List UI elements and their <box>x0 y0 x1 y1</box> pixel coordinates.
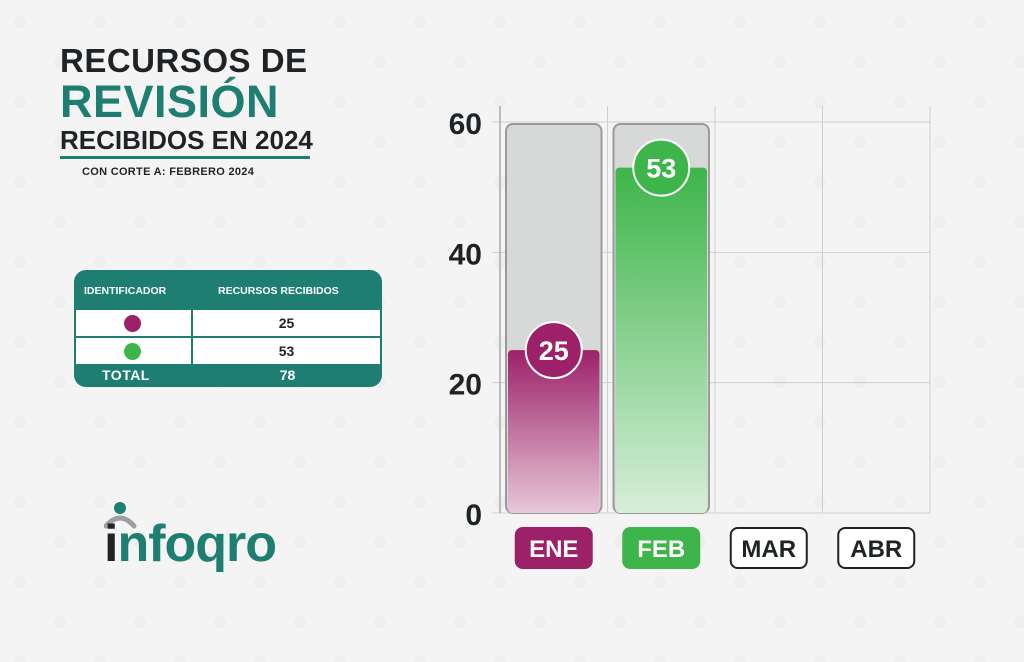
data-label: 25 <box>539 336 569 366</box>
identifier-dot-magenta <box>124 315 141 332</box>
total-value: 78 <box>279 367 296 383</box>
x-tick-label: ABR <box>850 536 902 563</box>
x-category-pill <box>622 527 701 569</box>
x-category-pill <box>729 527 808 569</box>
logo-text-i: i <box>104 515 118 573</box>
value-badge <box>632 138 691 197</box>
x-tick-label: MAR <box>741 536 796 563</box>
x-category-pill <box>514 527 593 569</box>
logo-text-rest: nfoqro <box>117 515 277 573</box>
y-tick-label: 60 <box>449 108 482 141</box>
row-value: 53 <box>278 343 295 359</box>
value-badge <box>524 321 583 380</box>
data-label: 53 <box>646 154 676 184</box>
title-line-1: RECURSOS DE <box>60 42 308 79</box>
cell-divider <box>191 310 193 336</box>
table-row: 25 <box>76 310 380 336</box>
summary-table: IDENTIFICADOR RECURSOS RECIBIDOS 25 53 T… <box>74 270 382 387</box>
x-tick-label: ENE <box>529 536 578 563</box>
bar-feb <box>615 167 707 513</box>
cell-divider <box>191 338 193 364</box>
row-value: 25 <box>278 315 295 331</box>
y-tick-label: 40 <box>449 238 482 271</box>
table-row: 53 <box>76 338 380 364</box>
header-identificador: IDENTIFICADOR <box>84 285 167 297</box>
y-tick-label: 20 <box>449 369 482 402</box>
bar-ene <box>508 350 600 513</box>
header-recursos: RECURSOS RECIBIDOS <box>218 285 339 297</box>
infoqro-logo: infoqro <box>104 500 334 580</box>
x-tick-label: FEB <box>637 536 685 563</box>
title-line-3: RECIBIDOS EN 2024 <box>60 127 313 159</box>
table-header: IDENTIFICADOR RECURSOS RECIBIDOS <box>74 270 382 310</box>
identifier-dot-green <box>124 343 141 360</box>
x-category-pill <box>837 527 916 569</box>
logo-arc-icon <box>104 502 137 529</box>
title-block: RECURSOS DE REVISIÓN RECIBIDOS EN 2024 <box>60 42 313 159</box>
title-line-2: REVISIÓN <box>60 76 280 127</box>
total-label: TOTAL <box>102 367 150 383</box>
y-tick-label: 0 <box>465 499 482 532</box>
logo-text: infoqro <box>104 514 277 574</box>
subtitle: CON CORTE A: FEBRERO 2024 <box>82 166 255 178</box>
